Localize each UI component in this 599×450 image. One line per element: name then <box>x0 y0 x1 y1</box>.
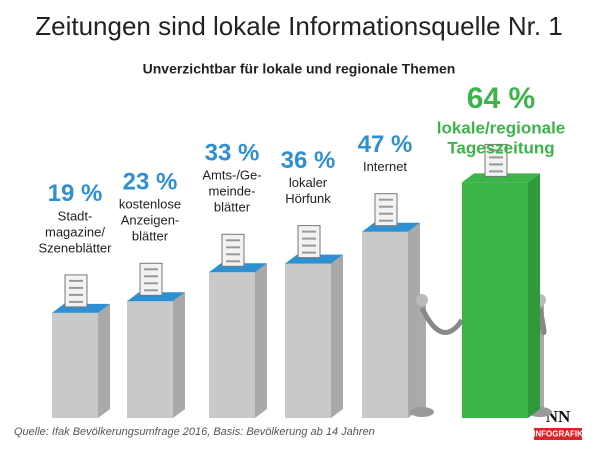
source: Quelle: Ifak Bevölkerungsumfrage 2016, B… <box>14 426 375 438</box>
category-label: Anzeigen- <box>121 213 180 228</box>
value-label: 36 % <box>281 147 336 174</box>
chart-subtitle: Unverzichtbar für lokale und regionale T… <box>143 61 456 77</box>
icon <box>374 193 398 227</box>
rope <box>419 306 465 335</box>
category-label: blätter <box>214 200 251 215</box>
value-label: 23 % <box>123 169 178 196</box>
value-label: 64 % <box>467 82 535 115</box>
pillar-side <box>528 173 540 418</box>
pillar-front <box>285 263 331 418</box>
icon <box>484 143 508 177</box>
pillar-side <box>173 292 185 418</box>
pillar-side <box>255 263 267 418</box>
icon <box>297 225 321 259</box>
logo: NN <box>546 407 571 426</box>
category-label: magazine/ <box>45 224 105 239</box>
post-top <box>416 294 428 306</box>
category-label: Tageszeitung <box>447 138 554 157</box>
pillar-side <box>408 222 420 418</box>
pillar-side <box>331 254 343 418</box>
post-foot <box>410 407 434 417</box>
category-label: meinde- <box>209 184 256 199</box>
icon <box>64 274 88 308</box>
logo-sub: INFOGRAFIK <box>533 430 583 439</box>
logo-band <box>534 428 582 440</box>
chart-title: Zeitungen sind lokale Informationsquelle… <box>35 11 563 41</box>
category-label: kostenlose <box>119 197 181 212</box>
value-label: 33 % <box>205 140 260 167</box>
icon <box>221 233 245 267</box>
rope <box>537 307 547 335</box>
icon <box>139 262 163 296</box>
category-label: Amts-/Ge- <box>202 168 261 183</box>
pillar-front <box>462 182 528 418</box>
pillar-side <box>98 303 110 418</box>
category-label: Hörfunk <box>285 191 331 206</box>
pillar-front <box>209 272 255 418</box>
category-label: lokale/regionale <box>437 118 566 137</box>
pillar-front <box>52 312 98 418</box>
category-label: Internet <box>363 159 407 174</box>
pillar-front <box>127 301 173 418</box>
category-label: lokaler <box>289 175 328 190</box>
pillar-top <box>462 173 540 183</box>
pillar-front <box>362 231 408 418</box>
category-label: Szeneblätter <box>39 240 113 255</box>
category-label: blätter <box>132 229 169 244</box>
post <box>418 300 426 410</box>
category-label: Stadt- <box>58 208 93 223</box>
value-label: 47 % <box>358 131 413 158</box>
value-label: 19 % <box>48 180 103 207</box>
